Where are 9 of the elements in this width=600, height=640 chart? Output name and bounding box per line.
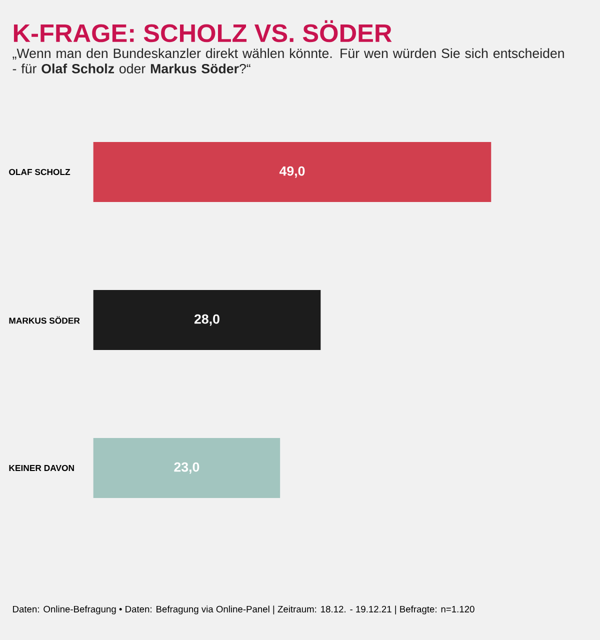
data-label: 28,0 [194,314,220,326]
y-tick-label: OLAF SCHOLZ [9,168,70,176]
y-tick-label: KEINER DAVON [9,464,74,472]
data-label: 23,0 [174,462,200,474]
chart-title: K-FRAGE: SCHOLZ VS. SÖDER [14,20,392,42]
data-label: 49,0 [279,166,305,178]
y-tick-label: MARKUS SÖDER [9,316,80,324]
chart-subtitle: „Wenn man den Bundeskanzler direkt wählen könnte. Für wen würden Sie sich entscheiden - für Olaf Scholz oder Markus Söder?“ [12,48,564,74]
text: Daten: Online-Befragung • Daten: Befragung via Online-Panel | Zeitraum: 18.12. - 19.12.21 | Befragte: n=1.120 [13,606,474,614]
